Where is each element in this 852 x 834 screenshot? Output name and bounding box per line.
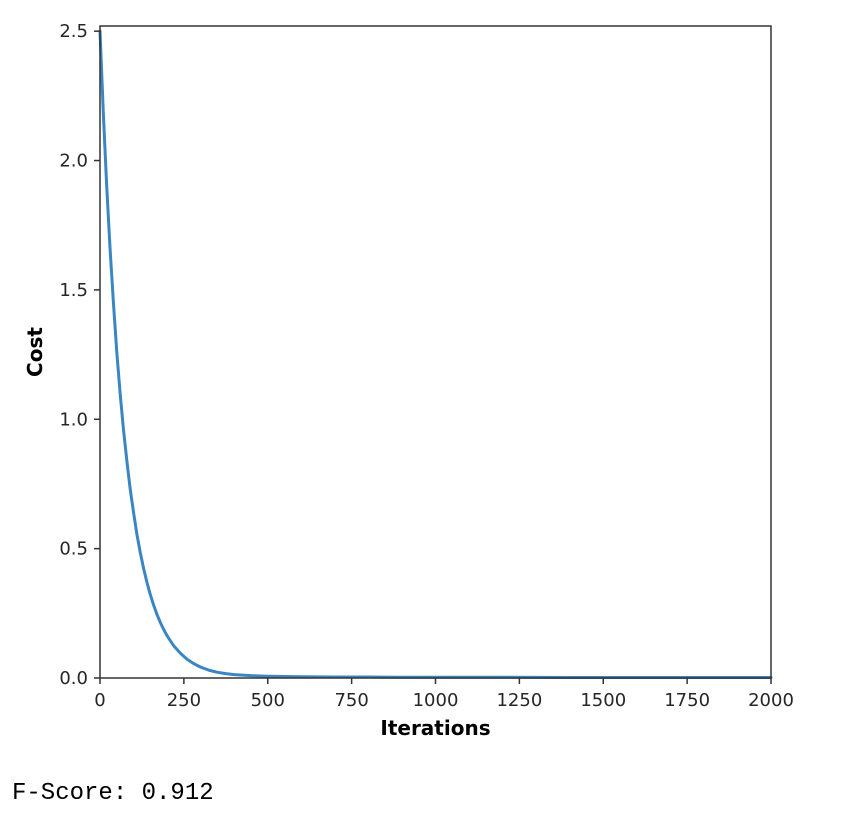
plot-area bbox=[98, 25, 773, 679]
x-tick-label: 1500 bbox=[580, 690, 626, 711]
y-tick-label: 0.0 bbox=[59, 668, 88, 689]
x-tick-label: 500 bbox=[251, 690, 285, 711]
x-tick-label: 750 bbox=[334, 690, 368, 711]
x-tick-label: 0 bbox=[94, 690, 105, 711]
y-tick-label: 1.5 bbox=[59, 280, 88, 301]
x-tick-label: 250 bbox=[167, 690, 201, 711]
y-axis-title: Cost bbox=[23, 327, 47, 377]
y-tick-label: 1.0 bbox=[59, 409, 88, 430]
plot-frame bbox=[99, 25, 772, 679]
y-axis: 0.0 0.5 1.0 1.5 2.0 2.5 bbox=[59, 21, 100, 689]
fscore-output: F-Score: 0.912 bbox=[12, 780, 214, 807]
x-axis-title: Iterations bbox=[380, 716, 490, 740]
x-tick-label: 1250 bbox=[496, 690, 542, 711]
x-tick-label: 2000 bbox=[748, 690, 794, 711]
x-tick-label: 1000 bbox=[413, 690, 459, 711]
cost-chart: 0 250 500 750 1000 1250 1500 1750 2000 0.0 0.5 1.0… bbox=[23, 21, 794, 740]
y-tick-label: 0.5 bbox=[59, 539, 88, 560]
y-tick-label: 2.0 bbox=[59, 151, 88, 172]
cost-series-line bbox=[98, 29, 773, 679]
x-tick-label: 1750 bbox=[664, 690, 710, 711]
y-tick-label: 2.5 bbox=[59, 21, 88, 42]
x-axis: 0 250 500 750 1000 1250 1500 1750 2000 bbox=[94, 678, 794, 711]
